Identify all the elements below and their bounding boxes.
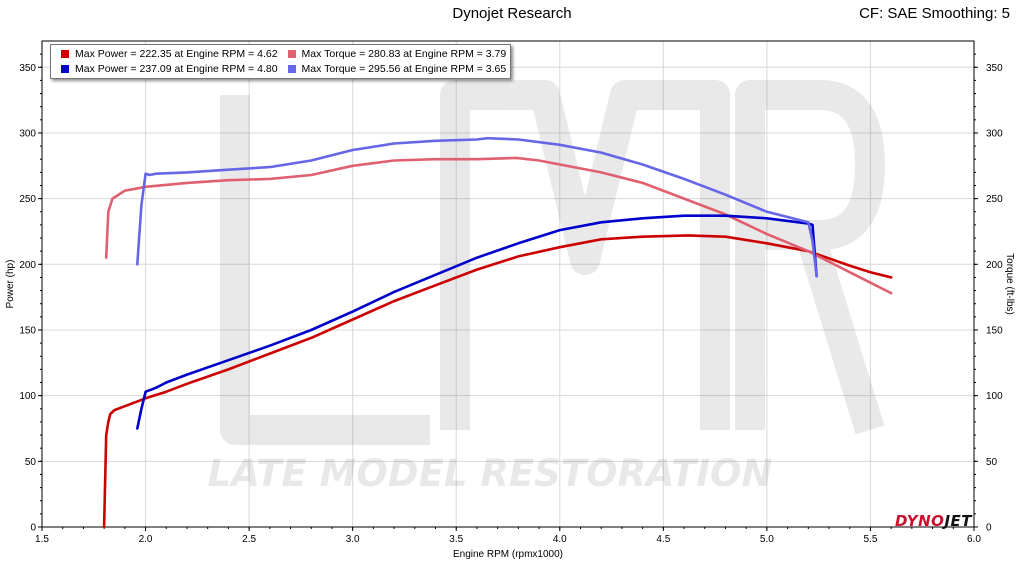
y-tick-label-right: 250 [986,194,1003,205]
legend-entry: Max Torque = 295.56 at Engine RPM = 3.65 [278,62,507,75]
series-line-1 [102,234,893,529]
legend-text: Max Torque = 295.56 at Engine RPM = 3.65 [301,62,507,75]
axis-ticks: 1.5 2.0 2.5 3.0 3.5 4.0 4.5 5.0 5.5 6.0 0 0 50 50 100 1… [19,53,1003,545]
legend: Max Power = 222.35 at Engine RPM = 4.62 … [50,44,512,79]
legend-entry: Max Power = 222.35 at Engine RPM = 4.62 [55,48,278,60]
y-tick-label-left: 250 [19,194,36,205]
y-tick-label-left: 150 [19,325,36,336]
x-tick-label: 4.5 [656,534,670,545]
y-tick-label-left: 300 [19,128,36,139]
x-tick-label: 1.5 [35,534,49,545]
x-tick-label: 3.0 [346,534,360,545]
y-tick-label-right: 50 [986,457,998,468]
x-tick-label: 2.5 [242,534,256,545]
x-tick-label: 2.0 [139,534,153,545]
x-tick-label: 4.0 [553,534,567,545]
x-tick-label: 5.0 [760,534,774,545]
y-tick-label-right: 300 [986,128,1003,139]
y-axis-right-label: Torque (ft-lbs) [1004,253,1015,315]
y-tick-label-left: 200 [19,260,36,271]
legend-text: Max Power = 222.35 at Engine RPM = 4.62 [75,47,278,60]
legend-entry: Max Power = 237.09 at Engine RPM = 4.80 [55,63,278,75]
y-tick-label-left: 0 [30,523,36,534]
series-line-4 [136,136,818,278]
legend-text: Max Power = 237.09 at Engine RPM = 4.80 [75,62,278,75]
legend-swatch [61,64,69,73]
x-tick-label: 6.0 [967,534,981,545]
legend-entry: Max Torque = 280.83 at Engine RPM = 3.79 [278,47,507,60]
series-lines [102,136,893,529]
plot-area [41,40,975,528]
correction-settings: CF: SAE Smoothing: 5 [859,5,1010,22]
y-tick-label-right: 200 [986,260,1003,271]
series-line-3 [136,214,818,430]
y-tick-label-right: 350 [986,63,1003,74]
x-tick-label: 5.5 [863,534,877,545]
y-tick-label-left: 100 [19,391,36,402]
watermark-text: LATE MODEL RESTORATION [208,452,773,495]
legend-row-run2: Max Power = 237.09 at Engine RPM = 4.80 … [55,61,506,76]
legend-swatch [287,49,296,58]
y-tick-label-right: 100 [986,391,1003,402]
y-tick-label-right: 0 [986,523,992,534]
chart-title: Dynojet Research [452,5,572,22]
y-tick-label-left: 50 [25,457,37,468]
legend-swatch [287,64,296,73]
legend-row-run1: Max Power = 222.35 at Engine RPM = 4.62 … [55,46,506,61]
grid [42,41,974,528]
x-axis-label: Engine RPM (rpmx1000) [453,549,563,560]
watermark: LATE MODEL RESTORATION [208,80,885,495]
dynojet-logo: DYNOJET [894,512,972,530]
legend-swatch [61,49,69,58]
x-tick-label: 3.5 [449,534,463,545]
y-tick-label-right: 150 [986,325,1003,336]
y-tick-label-left: 350 [19,63,36,74]
legend-text: Max Torque = 280.83 at Engine RPM = 3.79 [301,47,507,60]
y-axis-left-label: Power (hp) [5,260,16,309]
